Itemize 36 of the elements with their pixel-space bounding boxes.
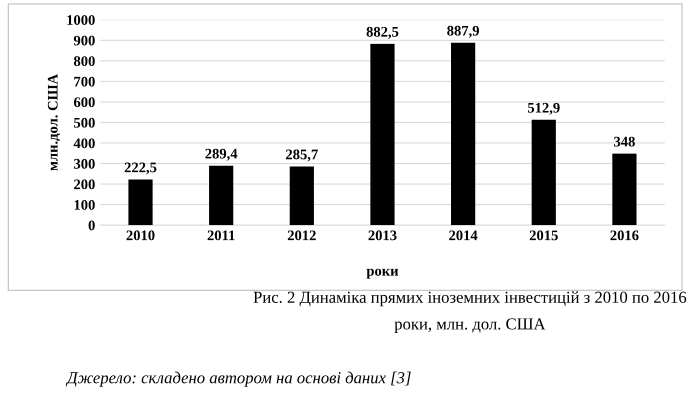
x-tick-label: 2012 xyxy=(288,230,316,240)
text: Рис. 2 Динаміка прямих іноземних інвестицій з 2010 по 2016 роки, млн. дол. США xyxy=(254,291,686,333)
y-tick-label: 600 xyxy=(74,97,95,108)
bar xyxy=(290,166,314,226)
data-label: 285,7 xyxy=(286,149,318,162)
y-tick-label: 500 xyxy=(74,118,95,128)
bar xyxy=(370,44,395,226)
x-tick-label: 2014 xyxy=(449,230,478,240)
data-label: 222,5 xyxy=(124,162,156,174)
x-tick-label: 2016 xyxy=(610,230,639,240)
bar xyxy=(209,166,234,226)
bar xyxy=(532,120,556,226)
y-tick-label: 0 xyxy=(88,220,95,230)
x-tick-label: 2011 xyxy=(208,230,235,240)
data-label: 348 xyxy=(614,136,635,147)
data-label: 289,4 xyxy=(205,148,238,161)
y-tick-label: 1000 xyxy=(67,15,95,25)
y-tick-label: 200 xyxy=(74,179,95,190)
y-tick-label: 700 xyxy=(74,76,95,87)
x-tick-label: 2013 xyxy=(368,230,397,240)
data-label: 512,9 xyxy=(528,102,560,115)
bar xyxy=(612,154,637,226)
data-label: 887,9 xyxy=(447,26,479,38)
x-tick-label: 2015 xyxy=(530,230,558,240)
data-label: 882,5 xyxy=(366,26,398,39)
y-tick-label: 800 xyxy=(74,56,95,66)
bar xyxy=(451,42,476,226)
y-axis-title: млн.дол. США xyxy=(48,74,60,171)
x-tick-label: 2010 xyxy=(126,230,155,240)
y-tick-label: 100 xyxy=(74,200,95,210)
y-tick-label: 900 xyxy=(74,36,95,46)
text: Джерело: складено автором на основі даних [3] xyxy=(66,372,411,387)
y-tick-label: 400 xyxy=(74,138,95,148)
bar xyxy=(128,179,153,226)
y-tick-label: 300 xyxy=(74,158,95,169)
x-axis-title: роки xyxy=(366,268,398,279)
